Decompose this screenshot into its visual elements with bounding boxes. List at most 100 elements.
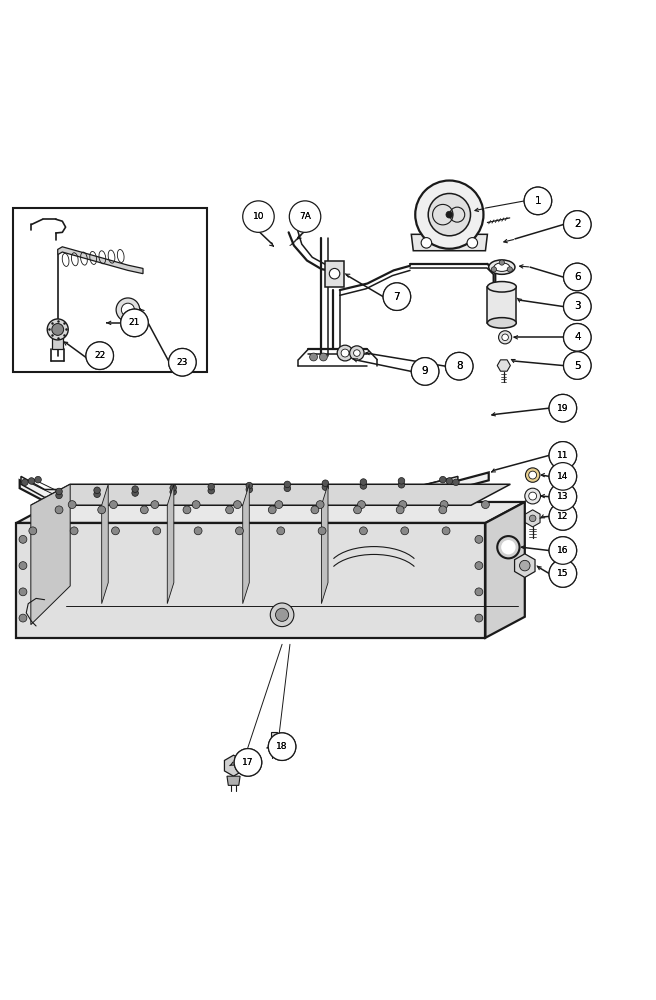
Circle shape xyxy=(507,267,512,272)
Polygon shape xyxy=(31,484,510,505)
Circle shape xyxy=(354,506,361,514)
Circle shape xyxy=(236,527,243,535)
Circle shape xyxy=(322,484,329,490)
Circle shape xyxy=(549,394,577,422)
Circle shape xyxy=(56,488,62,495)
Circle shape xyxy=(277,527,285,535)
Polygon shape xyxy=(271,732,277,751)
Circle shape xyxy=(112,527,119,535)
Circle shape xyxy=(47,319,68,340)
Circle shape xyxy=(169,348,196,376)
Circle shape xyxy=(19,614,27,622)
Circle shape xyxy=(446,211,453,218)
Text: 13: 13 xyxy=(557,492,569,501)
FancyBboxPatch shape xyxy=(13,208,207,372)
Circle shape xyxy=(549,483,577,510)
Ellipse shape xyxy=(487,318,516,328)
Circle shape xyxy=(275,501,283,509)
Polygon shape xyxy=(21,476,458,497)
Ellipse shape xyxy=(494,263,510,271)
Circle shape xyxy=(284,485,291,492)
Circle shape xyxy=(276,608,289,621)
Text: 18: 18 xyxy=(276,742,288,751)
Circle shape xyxy=(360,479,367,485)
Circle shape xyxy=(234,749,262,776)
Circle shape xyxy=(234,501,241,509)
Circle shape xyxy=(399,501,407,509)
Circle shape xyxy=(284,481,291,488)
Circle shape xyxy=(354,350,360,356)
Circle shape xyxy=(226,506,234,514)
Circle shape xyxy=(446,478,453,484)
Polygon shape xyxy=(525,510,540,527)
Circle shape xyxy=(246,482,253,489)
Circle shape xyxy=(564,293,591,320)
Circle shape xyxy=(121,309,148,337)
Text: 7A: 7A xyxy=(299,212,311,221)
Circle shape xyxy=(525,468,540,482)
Text: 23: 23 xyxy=(176,358,188,367)
Circle shape xyxy=(501,540,516,554)
Circle shape xyxy=(421,238,432,248)
Circle shape xyxy=(170,485,176,491)
Circle shape xyxy=(383,283,411,310)
Text: 2: 2 xyxy=(574,219,581,229)
Circle shape xyxy=(121,303,134,316)
Circle shape xyxy=(428,193,470,236)
Circle shape xyxy=(564,211,591,238)
Circle shape xyxy=(316,501,324,509)
Circle shape xyxy=(415,181,483,249)
Circle shape xyxy=(529,471,537,479)
Polygon shape xyxy=(514,554,535,577)
Circle shape xyxy=(194,527,202,535)
Circle shape xyxy=(475,535,483,543)
Circle shape xyxy=(383,283,411,310)
Text: 21: 21 xyxy=(129,318,140,327)
Circle shape xyxy=(151,501,159,509)
Circle shape xyxy=(499,260,504,265)
Text: 19: 19 xyxy=(557,404,569,413)
Circle shape xyxy=(549,442,577,469)
Circle shape xyxy=(318,527,326,535)
Circle shape xyxy=(442,527,450,535)
Circle shape xyxy=(396,506,404,514)
Text: 21: 21 xyxy=(129,318,140,327)
Polygon shape xyxy=(485,502,525,638)
Circle shape xyxy=(289,201,321,232)
Circle shape xyxy=(350,346,364,360)
Circle shape xyxy=(445,352,473,380)
Circle shape xyxy=(208,487,215,494)
Circle shape xyxy=(499,331,512,344)
Circle shape xyxy=(19,562,27,570)
Circle shape xyxy=(28,478,35,484)
Circle shape xyxy=(549,537,577,564)
Text: 8: 8 xyxy=(456,361,462,371)
Circle shape xyxy=(86,342,113,369)
Circle shape xyxy=(291,203,319,230)
Circle shape xyxy=(268,506,276,514)
Circle shape xyxy=(246,486,253,493)
Circle shape xyxy=(310,353,318,361)
Polygon shape xyxy=(487,287,516,323)
Circle shape xyxy=(564,352,591,379)
Circle shape xyxy=(341,349,349,357)
Circle shape xyxy=(524,187,552,215)
Text: 10: 10 xyxy=(253,212,264,221)
Text: 15: 15 xyxy=(557,569,569,578)
Text: 14: 14 xyxy=(557,472,569,481)
Circle shape xyxy=(549,537,577,564)
Text: 22: 22 xyxy=(94,351,106,360)
Circle shape xyxy=(564,263,591,291)
Circle shape xyxy=(19,535,27,543)
Circle shape xyxy=(502,334,508,341)
Circle shape xyxy=(52,324,64,335)
Circle shape xyxy=(398,478,405,484)
Circle shape xyxy=(35,476,41,483)
Circle shape xyxy=(445,352,473,380)
Circle shape xyxy=(491,267,497,272)
Polygon shape xyxy=(497,360,510,371)
Circle shape xyxy=(360,483,367,489)
Text: 5: 5 xyxy=(574,361,581,371)
Text: 12: 12 xyxy=(557,512,569,521)
Text: 23: 23 xyxy=(176,358,188,367)
